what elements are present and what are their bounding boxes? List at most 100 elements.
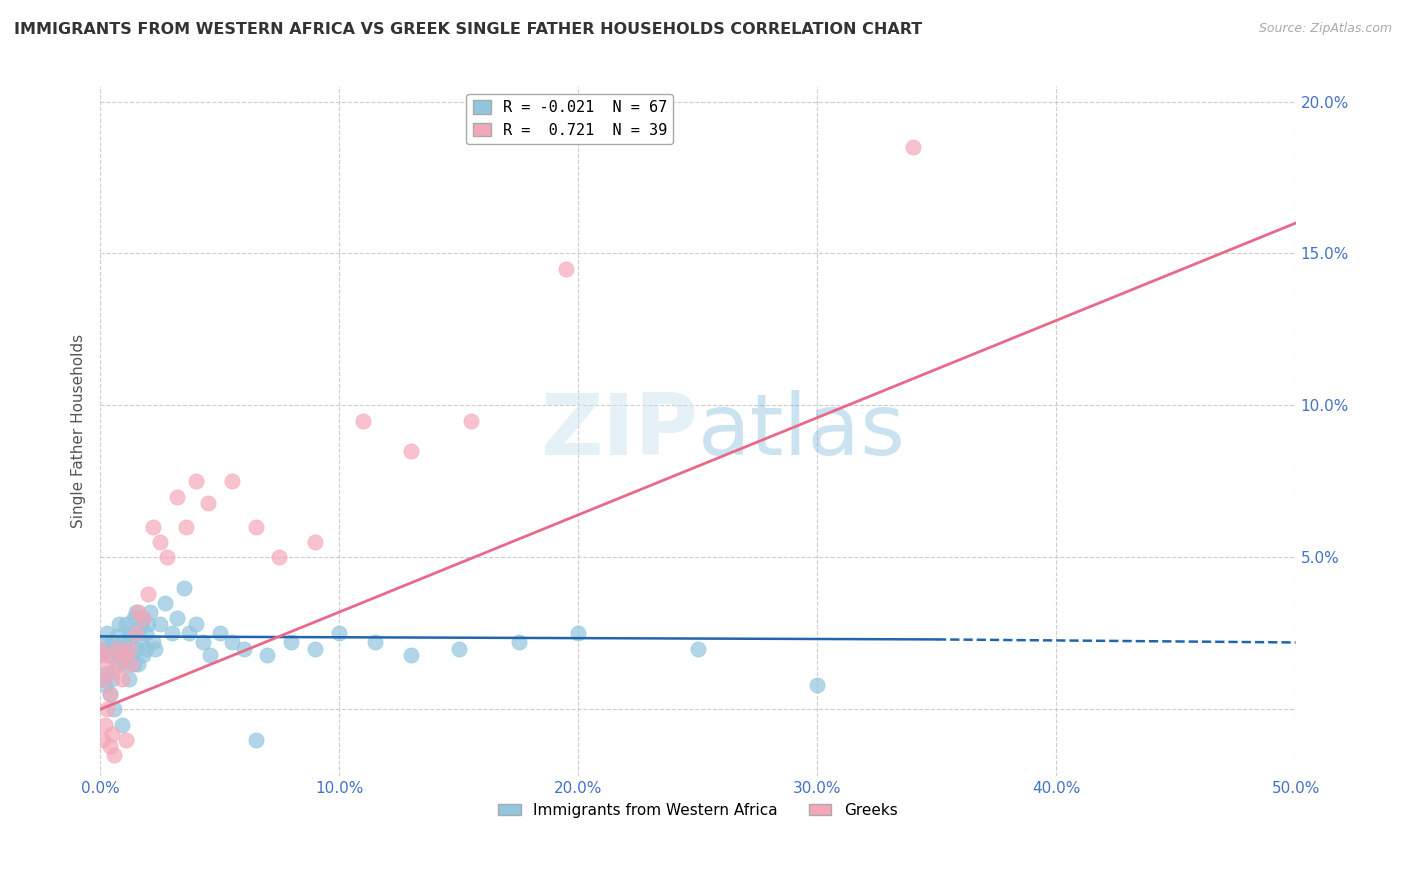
Point: [89, 641, 111, 656]
Point: [129, 617, 152, 632]
Point: [91, 641, 114, 656]
Point: [555, 261, 578, 276]
Point: [122, 611, 145, 625]
Point: [118, 626, 141, 640]
Point: [132, 611, 155, 625]
Point: [127, 605, 149, 619]
Point: [122, 657, 145, 671]
Point: [101, 635, 124, 649]
Point: [96, 648, 118, 662]
Point: [156, 550, 179, 565]
Point: [108, 657, 131, 671]
Point: [105, 641, 128, 656]
Point: [127, 657, 149, 671]
Point: [132, 611, 155, 625]
Point: [108, 648, 131, 662]
Point: [125, 605, 148, 619]
Point: [304, 535, 326, 549]
Point: [304, 641, 326, 656]
Point: [115, 617, 138, 632]
Point: [115, 641, 138, 656]
Point: [280, 635, 302, 649]
Point: [111, 717, 134, 731]
Point: [160, 626, 183, 640]
Point: [98, 648, 121, 662]
Point: [89, 648, 111, 662]
Point: [127, 626, 149, 640]
Point: [399, 648, 422, 662]
Point: [135, 626, 157, 640]
Point: [184, 617, 207, 632]
Point: [101, 665, 124, 680]
Point: [108, 617, 131, 632]
Point: [94, 657, 117, 671]
Point: [135, 641, 157, 656]
Point: [508, 635, 530, 649]
Point: [447, 641, 470, 656]
Point: [136, 617, 159, 632]
Point: [139, 605, 162, 619]
Point: [256, 648, 278, 662]
Point: [94, 717, 117, 731]
Point: [149, 535, 172, 549]
Point: [399, 444, 422, 458]
Y-axis label: Single Father Households: Single Father Households: [72, 334, 86, 528]
Text: IMMIGRANTS FROM WESTERN AFRICA VS GREEK SINGLE FATHER HOUSEHOLDS CORRELATION CHA: IMMIGRANTS FROM WESTERN AFRICA VS GREEK …: [14, 22, 922, 37]
Point: [98, 739, 121, 753]
Point: [166, 611, 188, 625]
Point: [91, 672, 114, 686]
Point: [142, 520, 165, 534]
Point: [94, 678, 117, 692]
Point: [120, 648, 142, 662]
Point: [136, 587, 159, 601]
Point: [101, 672, 124, 686]
Point: [98, 687, 121, 701]
Point: [197, 496, 219, 510]
Legend: Immigrants from Western Africa, Greeks: Immigrants from Western Africa, Greeks: [492, 797, 904, 823]
Text: Source: ZipAtlas.com: Source: ZipAtlas.com: [1258, 22, 1392, 36]
Point: [118, 641, 141, 656]
Point: [120, 657, 142, 671]
Point: [245, 520, 267, 534]
Point: [129, 635, 152, 649]
Point: [198, 648, 221, 662]
Point: [269, 550, 291, 565]
Point: [174, 520, 197, 534]
Point: [177, 626, 200, 640]
Point: [191, 635, 214, 649]
Point: [460, 414, 482, 428]
Point: [149, 617, 172, 632]
Point: [567, 626, 589, 640]
Point: [115, 732, 138, 747]
Point: [96, 702, 118, 716]
Point: [96, 626, 118, 640]
Point: [120, 629, 142, 643]
Text: ZIP: ZIP: [540, 390, 697, 473]
Point: [245, 732, 267, 747]
Point: [112, 648, 135, 662]
Point: [806, 678, 828, 692]
Point: [153, 596, 176, 610]
Point: [352, 414, 374, 428]
Point: [103, 702, 125, 716]
Point: [142, 635, 165, 649]
Point: [232, 641, 254, 656]
Point: [94, 635, 117, 649]
Point: [101, 726, 124, 740]
Point: [103, 747, 125, 762]
Point: [184, 475, 207, 489]
Point: [686, 641, 709, 656]
Point: [173, 581, 195, 595]
Point: [125, 641, 148, 656]
Point: [221, 475, 243, 489]
Point: [111, 672, 134, 686]
Point: [208, 626, 231, 640]
Point: [111, 641, 134, 656]
Point: [166, 490, 188, 504]
Point: [328, 626, 350, 640]
Point: [901, 140, 924, 154]
Point: [132, 648, 155, 662]
Point: [91, 732, 114, 747]
Point: [105, 629, 128, 643]
Point: [125, 626, 148, 640]
